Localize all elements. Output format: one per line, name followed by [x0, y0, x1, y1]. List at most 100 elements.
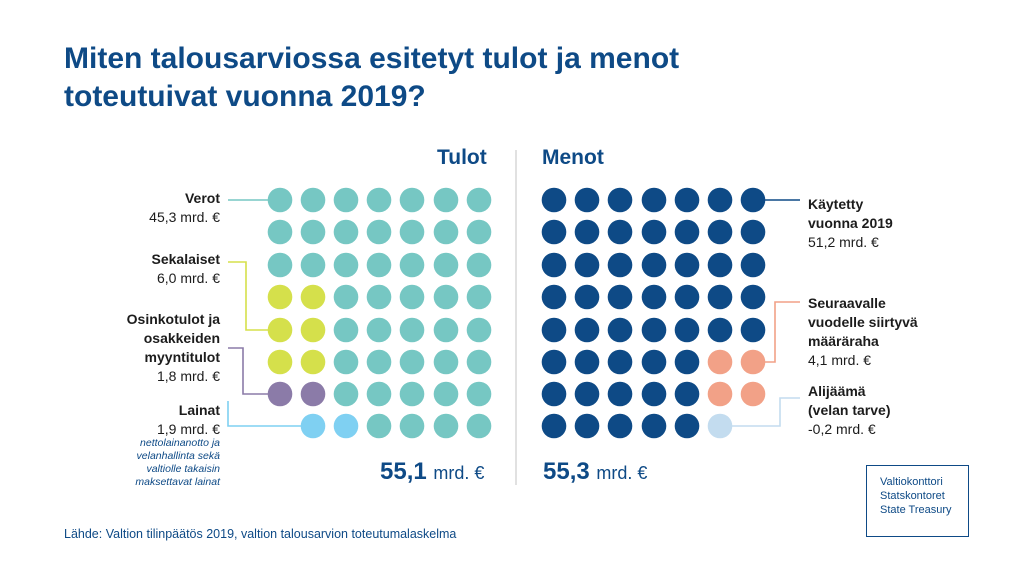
label-verot-value: 45,3 mrd. €: [149, 209, 220, 225]
label-osinko-name-1: Osinkotulot ja: [126, 311, 220, 327]
dot-menot-kaytetty: [541, 219, 567, 245]
dot-menot-kaytetty: [574, 219, 600, 245]
label-alijaama-name-1: Alijäämä: [808, 383, 866, 399]
dot-menot-kaytetty: [541, 284, 567, 310]
dot-tulot-verot: [433, 187, 459, 213]
dot-menot-kaytetty: [574, 413, 600, 439]
label-kaytetty: Käytetty vuonna 2019 51,2 mrd. €: [808, 195, 958, 252]
dot-menot-kaytetty: [541, 349, 567, 375]
dot-tulot-sekalaiset: [300, 317, 326, 343]
dot-tulot-verot: [466, 284, 492, 310]
dot-menot-kaytetty: [574, 317, 600, 343]
dot-menot-kaytetty: [641, 317, 667, 343]
label-verot: Verot 45,3 mrd. €: [110, 189, 220, 227]
dot-tulot-osinko: [267, 381, 293, 407]
lainat-note-1: nettolainanotto ja: [140, 437, 220, 449]
dot-menot-kaytetty: [641, 284, 667, 310]
dot-menot-kaytetty: [607, 252, 633, 278]
dot-tulot-verot: [466, 187, 492, 213]
dot-menot-alijaama: [707, 413, 733, 439]
dot-tulot-sekalaiset: [300, 349, 326, 375]
dot-tulot-verot: [333, 219, 359, 245]
dot-tulot-verot: [366, 413, 392, 439]
dot-tulot-verot: [399, 381, 425, 407]
dot-tulot-verot: [433, 381, 459, 407]
dot-tulot-lainat: [300, 413, 326, 439]
dot-menot-kaytetty: [674, 252, 700, 278]
dot-menot-kaytetty: [607, 284, 633, 310]
label-alijaama: Alijäämä (velan tarve) -0,2 mrd. €: [808, 382, 958, 439]
dot-tulot-verot: [366, 317, 392, 343]
dot-menot-kaytetty: [641, 219, 667, 245]
dot-menot-kaytetty: [574, 381, 600, 407]
dot-tulot-verot: [466, 317, 492, 343]
dot-tulot-verot: [466, 219, 492, 245]
dot-menot-kaytetty: [574, 252, 600, 278]
dot-tulot-verot: [267, 252, 293, 278]
dot-menot-kaytetty: [541, 187, 567, 213]
dot-tulot-osinko: [300, 381, 326, 407]
dot-tulot-verot: [399, 317, 425, 343]
dot-menot-seuraava: [707, 349, 733, 375]
dot-menot-kaytetty: [707, 219, 733, 245]
label-osinko: Osinkotulot ja osakkeiden myyntitulot 1,…: [80, 310, 220, 386]
menot-heading: Menot: [542, 146, 604, 169]
dot-tulot-verot: [366, 187, 392, 213]
dot-menot-kaytetty: [607, 187, 633, 213]
label-kaytetty-name-1: Käytetty: [808, 196, 864, 212]
dot-tulot-sekalaiset: [267, 284, 293, 310]
dot-tulot-verot: [466, 252, 492, 278]
connector-lainat: [227, 401, 301, 427]
dot-tulot-verot: [366, 252, 392, 278]
lainat-note-3: valtiolle takaisin: [146, 463, 220, 475]
dot-tulot-verot: [399, 413, 425, 439]
lainat-note-4: maksettavat lainat: [135, 476, 220, 488]
label-seuraava: Seuraavalle vuodelle siirtyvä määräraha …: [808, 294, 958, 370]
logo-line-3: State Treasury: [880, 504, 952, 516]
dot-tulot-verot: [466, 413, 492, 439]
dot-menot-kaytetty: [674, 349, 700, 375]
dot-menot-kaytetty: [641, 413, 667, 439]
dot-menot-kaytetty: [707, 252, 733, 278]
tulot-heading: Tulot: [437, 146, 487, 169]
tulot-total-value: 55,1: [380, 458, 427, 485]
dot-menot-kaytetty: [674, 317, 700, 343]
dot-tulot-verot: [333, 381, 359, 407]
dot-menot-kaytetty: [740, 187, 766, 213]
dot-menot-kaytetty: [574, 187, 600, 213]
label-osinko-name-3: myyntitulot: [144, 349, 220, 365]
label-kaytetty-name-2: vuonna 2019: [808, 215, 893, 231]
dot-tulot-verot: [333, 349, 359, 375]
menot-total-value: 55,3: [543, 458, 590, 485]
dot-menot-kaytetty: [674, 413, 700, 439]
dot-menot-kaytetty: [707, 187, 733, 213]
dot-menot-kaytetty: [541, 317, 567, 343]
dot-tulot-verot: [399, 187, 425, 213]
dot-menot-kaytetty: [674, 187, 700, 213]
dot-tulot-verot: [433, 413, 459, 439]
dot-menot-seuraava: [740, 381, 766, 407]
dot-tulot-verot: [433, 252, 459, 278]
dot-menot-kaytetty: [641, 381, 667, 407]
dot-menot-kaytetty: [607, 349, 633, 375]
dot-menot-kaytetty: [541, 413, 567, 439]
dot-tulot-verot: [433, 284, 459, 310]
label-osinko-name-2: osakkeiden: [143, 330, 220, 346]
dot-tulot-verot: [433, 349, 459, 375]
dot-menot-kaytetty: [740, 284, 766, 310]
source-note: Lähde: Valtion tilinpäätös 2019, valtion…: [64, 527, 457, 541]
label-lainat-value: 1,9 mrd. €: [156, 421, 220, 437]
menot-total-unit: mrd. €: [596, 463, 648, 483]
dot-tulot-verot: [433, 219, 459, 245]
dot-tulot-verot: [333, 317, 359, 343]
dot-menot-kaytetty: [740, 219, 766, 245]
dot-menot-kaytetty: [740, 317, 766, 343]
label-seuraava-name-1: Seuraavalle: [808, 295, 886, 311]
dot-tulot-verot: [399, 219, 425, 245]
dot-tulot-verot: [399, 349, 425, 375]
valtiokonttori-logo: Valtiokonttori Statskontoret State Treas…: [866, 465, 969, 537]
dot-menot-kaytetty: [607, 317, 633, 343]
dot-menot-kaytetty: [541, 252, 567, 278]
label-sekalaiset-value: 6,0 mrd. €: [156, 270, 220, 286]
dot-tulot-verot: [300, 187, 326, 213]
